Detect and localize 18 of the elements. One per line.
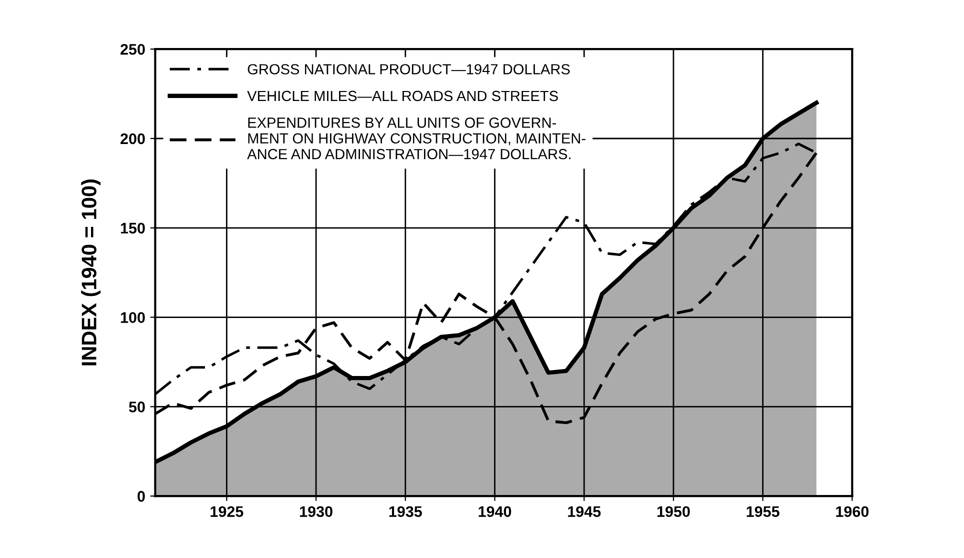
x-tick-label: 1945 — [568, 506, 601, 518]
y-axis-title: INDEX (1940 = 100) — [81, 180, 101, 366]
x-tick-label: 1935 — [389, 506, 422, 518]
x-tick-label: 1950 — [657, 506, 690, 518]
x-tick-label: 1940 — [478, 506, 512, 518]
x-tick-label: 1955 — [746, 506, 780, 518]
x-tick-label: 1960 — [836, 506, 869, 518]
y-tick-label: 150 — [120, 222, 145, 234]
y-tick-label: 100 — [120, 312, 145, 323]
x-tick-label: 1930 — [300, 506, 332, 518]
y-tick-label: 50 — [128, 402, 145, 412]
y-tick-label: 250 — [120, 44, 145, 55]
legend-label: GROSS NATIONAL PRODUCT—1947 DOLLARS — [248, 64, 570, 74]
legend-label: EXPENDITURES BY ALL UNITS OF GOVERN- MENT ON HIGHWAY CONSTRUCTION, MAINTEN- ANCE AND ADMINISTRATION—1947 DOLLARS. — [247, 118, 586, 160]
legend-label: VEHICLE MILES—ALL ROADS AND STREETS — [247, 90, 558, 102]
y-tick-label: 0 — [138, 490, 145, 502]
x-tick-label: 1925 — [210, 506, 244, 518]
y-tick-label: 200 — [120, 133, 145, 144]
